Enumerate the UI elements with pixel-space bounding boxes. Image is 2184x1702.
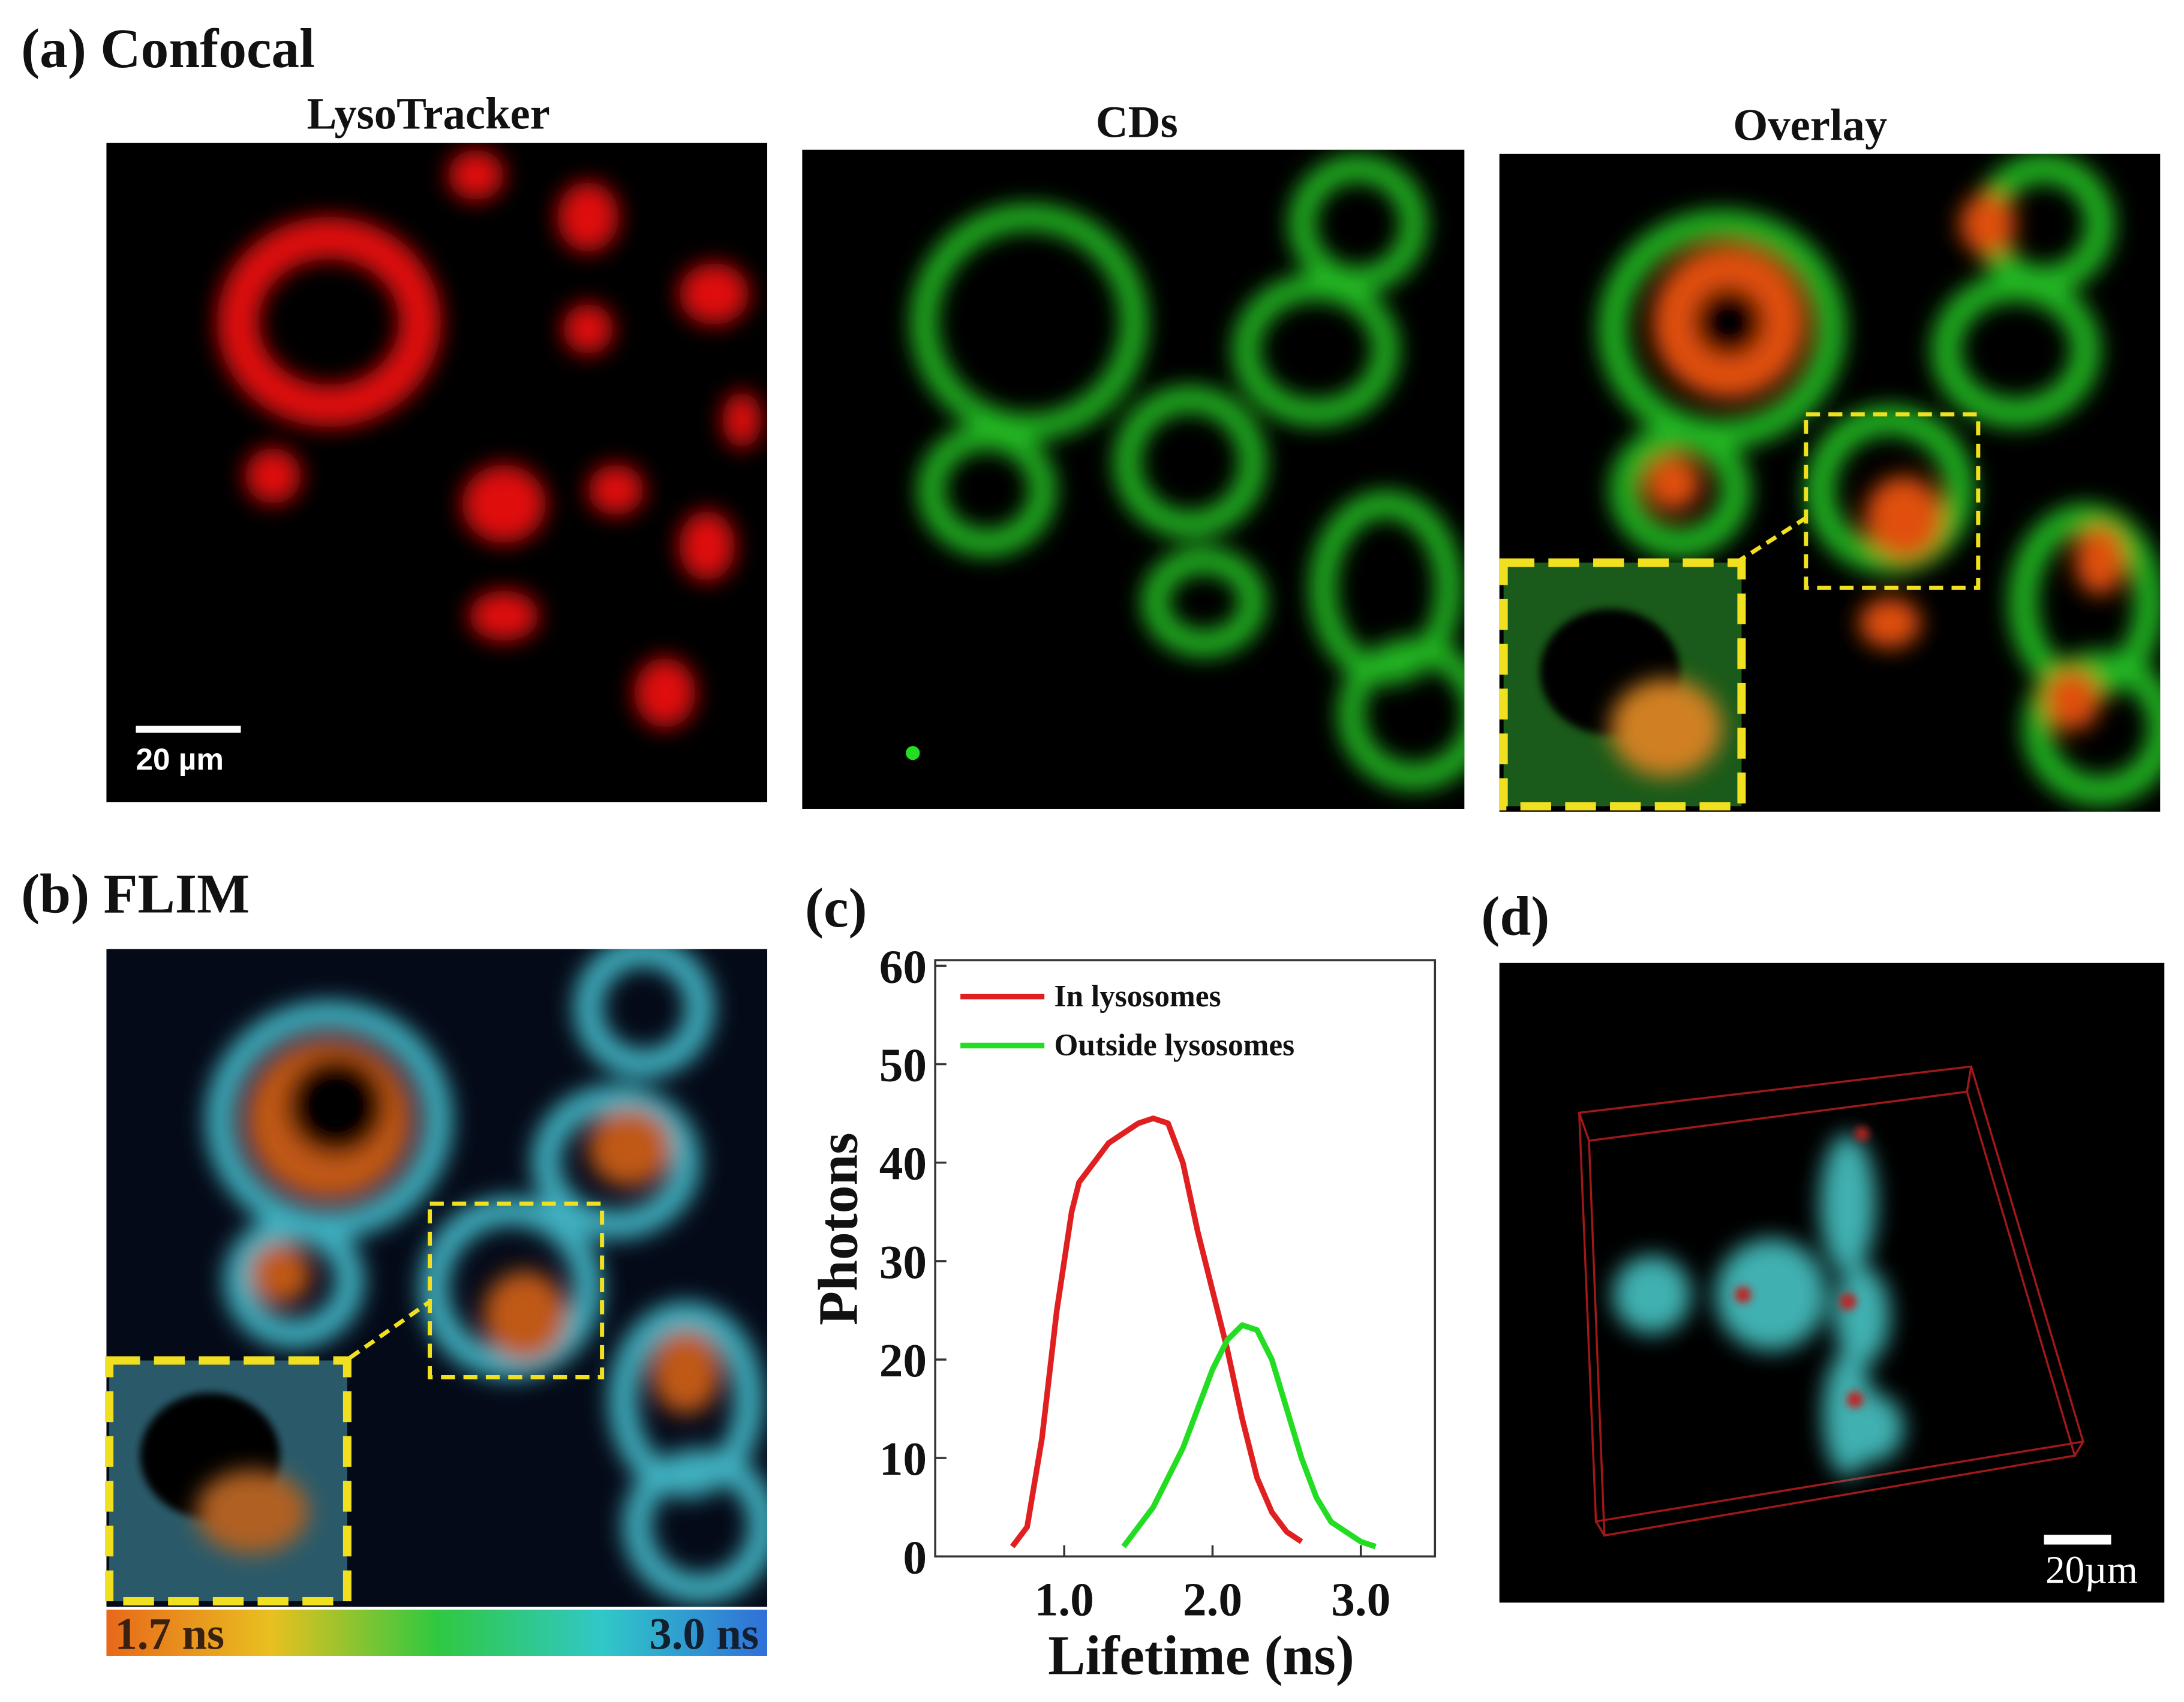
image-title: CDs — [1096, 98, 1178, 148]
panel-label: (c) — [805, 877, 867, 939]
legend-label: In lysosomes — [1054, 979, 1221, 1014]
panel-label: (b) FLIM — [21, 864, 250, 925]
line-chart: 0 10 20 30 40 50 60 1.0 2.0 3.0 In lysosomes Outsid… — [879, 940, 1391, 1626]
3d-image: 20µm — [1499, 963, 2165, 1603]
scale-bar-label: 20 µm — [136, 742, 224, 777]
series-line — [1010, 1115, 1303, 1548]
y-tick-label: 50 — [879, 1039, 927, 1092]
series-line — [1121, 1322, 1377, 1550]
overlay-image — [1499, 154, 2161, 812]
colorbar-label: 3.0 ns — [649, 1609, 759, 1659]
flim-image: 1.7 ns 3.0 ns — [105, 949, 768, 1659]
y-tick-label: 40 — [879, 1138, 927, 1190]
cds-image — [802, 149, 1465, 809]
scale-bar-label: 20µm — [2045, 1549, 2138, 1592]
axes-frame — [934, 959, 1437, 1558]
colorbar — [106, 1609, 768, 1656]
y-tick-label: 30 — [879, 1236, 927, 1289]
y-tick-label: 60 — [879, 940, 927, 993]
y-tick-label: 20 — [879, 1334, 927, 1387]
colorbar-label: 1.7 ns — [115, 1609, 224, 1659]
y-axis-label: Photons — [807, 1132, 869, 1325]
legend-label: Outside lysosomes — [1054, 1029, 1294, 1063]
image-title: LysoTracker — [307, 89, 550, 139]
image-title: Overlay — [1733, 100, 1887, 150]
y-tick-label: 0 — [903, 1531, 927, 1584]
x-tick-label: 3.0 — [1331, 1573, 1390, 1626]
lysotracker-image: 20 µm — [106, 143, 768, 802]
y-tick-label: 10 — [879, 1433, 927, 1486]
panel-label: (a) Confocal — [21, 18, 315, 80]
x-axis-label: Lifetime (ns) — [1048, 1625, 1354, 1686]
x-tick-label: 2.0 — [1183, 1573, 1242, 1626]
panel-label: (d) — [1481, 886, 1549, 948]
x-tick-label: 1.0 — [1035, 1573, 1094, 1626]
